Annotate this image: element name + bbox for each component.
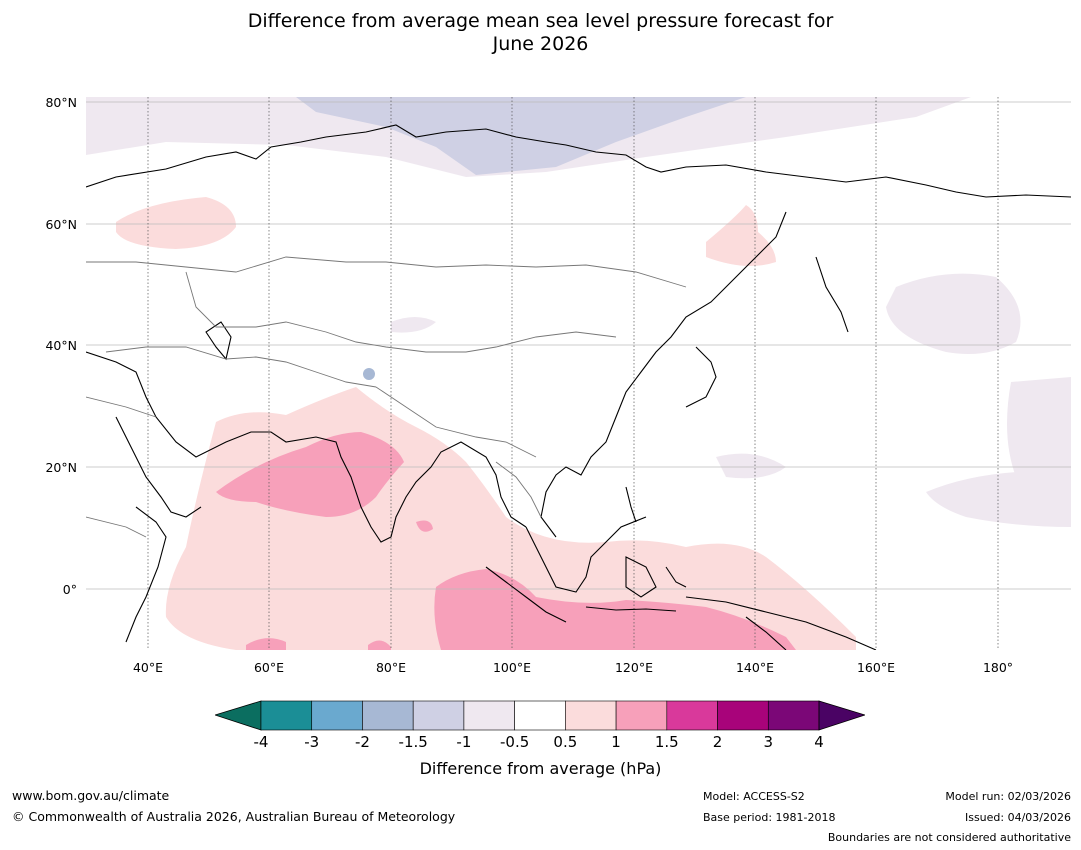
colorbar-tick-label: -2 [354, 733, 370, 751]
okhotsk-positive [706, 205, 776, 266]
lon-label-120e: 120°E [614, 660, 653, 675]
colorbar-cell [412, 700, 465, 731]
colorbar-cell [666, 700, 718, 731]
colorbar-tick-label: -4 [253, 733, 269, 751]
lon-label-60e: 60°E [253, 660, 285, 675]
colorbar [215, 700, 865, 731]
colorbar-cell [717, 700, 769, 731]
colorbar-cells [260, 700, 820, 731]
title-line-1: Difference from average mean sea level p… [247, 10, 834, 32]
pacific-north-weak-negative [886, 273, 1021, 355]
footer-base-period: Base period: 1981-2018 [703, 811, 836, 824]
lat-label-60n: 60°N [45, 217, 77, 232]
south-indian-stronger-positive [246, 638, 391, 650]
colorbar-extend-high [818, 700, 865, 731]
colorbar-tick-label: -0.5 [499, 733, 530, 751]
colorbar-cell [514, 700, 566, 731]
lat-label-40n: 40°N [45, 338, 77, 353]
lon-label-140e: 140°E [735, 660, 774, 675]
map-title: Difference from average mean sea level p… [0, 10, 1081, 56]
borders [86, 256, 687, 538]
lat-label-0: 0° [62, 582, 77, 597]
map-svg [86, 97, 1071, 650]
ural-positive [116, 197, 236, 249]
pacific-east-weak-negative [1007, 377, 1071, 477]
title-line-2: June 2026 [492, 33, 589, 55]
pacific-central-weak-negative [716, 453, 1071, 527]
footer-issued: Issued: 04/03/2026 [964, 811, 1071, 824]
colorbar-cell [362, 700, 414, 731]
colorbar-tick-label: 0.5 [553, 733, 578, 751]
colorbar-label: Difference from average (hPa) [419, 759, 662, 778]
colorbar-tick-label: 4 [814, 733, 824, 751]
tibet-weak-negative [391, 317, 436, 333]
himalaya-negative-spot [363, 368, 375, 380]
arctic-negative [296, 97, 746, 175]
coastlines [86, 124, 1071, 650]
colorbar-tick-label: -3 [304, 733, 320, 751]
footer-model: Model: ACCESS-S2 [703, 790, 805, 803]
colorbar-tick-label: 2 [712, 733, 723, 751]
footer-url[interactable]: www.bom.gov.au/climate [12, 788, 170, 803]
bay-bengal-stronger-positive [416, 520, 433, 532]
colorbar-cell [565, 700, 617, 731]
footer-copyright: © Commonwealth of Australia 2026, Austra… [12, 809, 456, 824]
footer-model-run: Model run: 02/03/2026 [945, 790, 1071, 803]
map-area[interactable] [86, 97, 1071, 650]
lon-label-80e: 80°E [375, 660, 407, 675]
colorbar-cell [463, 700, 515, 731]
meridians [147, 97, 999, 650]
colorbar-cell [615, 700, 668, 731]
footer-disclaimer: Boundaries are not considered authoritat… [827, 831, 1071, 844]
lon-label-160e: 160°E [856, 660, 895, 675]
colorbar-tick-label: 1.5 [654, 733, 679, 751]
colorbar-extend-low [215, 700, 262, 731]
colorbar-cell [311, 700, 363, 731]
colorbar-tick-label: 3 [763, 733, 774, 751]
colorbar-tick-label: 1 [611, 733, 621, 751]
colorbar-tick-label: -1 [456, 733, 472, 751]
lon-label-40e: 40°E [132, 660, 164, 675]
lat-label-20n: 20°N [45, 460, 77, 475]
anomaly-shading [86, 97, 1071, 650]
colorbar-tick-label: -1.5 [398, 733, 428, 751]
lon-label-180: 180° [982, 660, 1014, 675]
colorbar-cell [260, 700, 313, 731]
colorbar-cell [767, 700, 820, 731]
lon-label-100e: 100°E [492, 660, 531, 675]
lat-label-80n: 80°N [45, 95, 77, 110]
